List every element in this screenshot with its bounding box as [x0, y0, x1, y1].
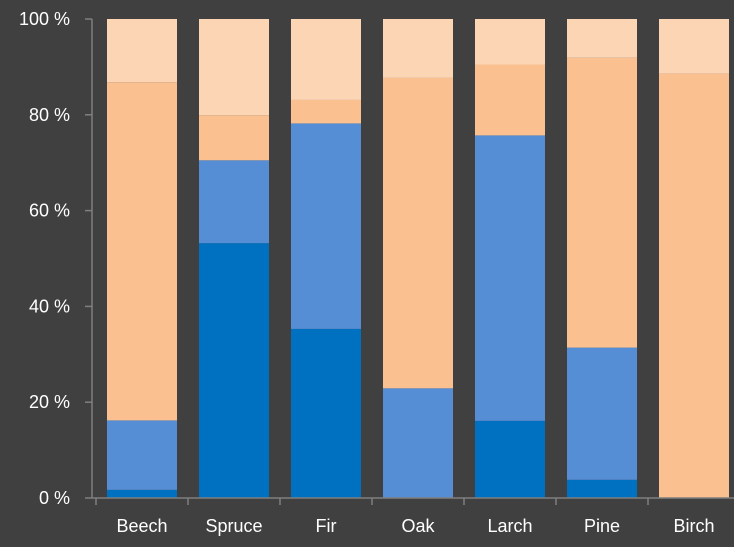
bar-segment-spruce-1	[199, 243, 269, 498]
bar-segment-birch-3	[659, 73, 729, 498]
bar-segment-spruce-2	[199, 160, 269, 244]
y-tick-label: 0 %	[39, 488, 70, 508]
y-tick-label: 40 %	[29, 296, 70, 316]
bar-segment-beech-1	[107, 489, 177, 498]
bar-segment-birch-4	[659, 19, 729, 74]
y-tick-label: 60 %	[29, 201, 70, 221]
bar-segment-spruce-4	[199, 19, 269, 116]
bar-segment-fir-2	[291, 123, 361, 329]
x-category-label: Beech	[116, 516, 167, 536]
x-category-label: Birch	[673, 516, 714, 536]
y-tick-label: 80 %	[29, 105, 70, 125]
bar-segment-larch-1	[475, 420, 545, 498]
bar-segment-oak-3	[383, 77, 453, 389]
bar-segment-fir-1	[291, 328, 361, 498]
bar-segment-larch-3	[475, 64, 545, 136]
x-category-label: Pine	[584, 516, 620, 536]
bar-segment-fir-3	[291, 99, 361, 124]
bar-segment-oak-4	[383, 19, 453, 78]
x-category-label: Larch	[487, 516, 532, 536]
y-tick-label: 100 %	[19, 9, 70, 29]
bar-segment-larch-4	[475, 19, 545, 65]
x-category-label: Oak	[401, 516, 435, 536]
labels-group: 0 % 20 % 40 % 60 % 80 % 100 % Beech Spruce Fir Oa…	[19, 9, 715, 536]
bar-segment-fir-4	[291, 19, 361, 100]
bar-segment-spruce-3	[199, 115, 269, 161]
bar-segment-pine-4	[567, 19, 637, 58]
x-category-label: Fir	[316, 516, 337, 536]
bar-segment-beech-4	[107, 19, 177, 83]
bar-segment-pine-3	[567, 57, 637, 348]
y-tick-label: 20 %	[29, 392, 70, 412]
bar-segment-beech-2	[107, 420, 177, 490]
bar-segment-oak-2	[383, 388, 453, 498]
bar-segment-beech-3	[107, 82, 177, 421]
axes-group	[85, 18, 734, 505]
bars-group	[107, 19, 729, 498]
bar-segment-pine-1	[567, 479, 637, 498]
bar-segment-larch-2	[475, 135, 545, 421]
bar-segment-pine-2	[567, 347, 637, 480]
x-category-label: Spruce	[205, 516, 262, 536]
